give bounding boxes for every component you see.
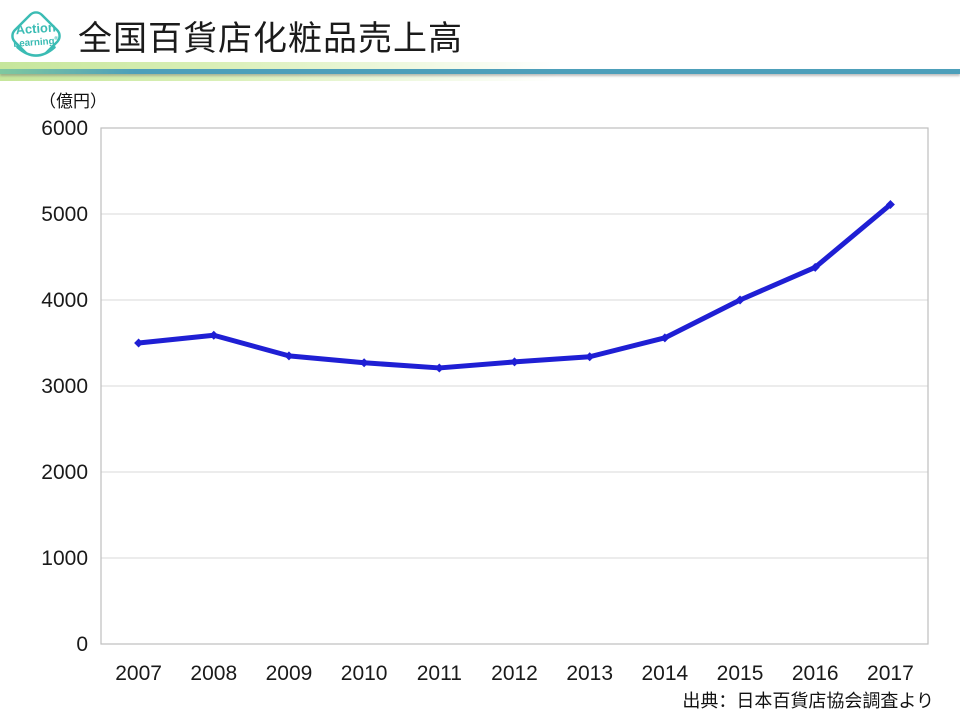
gridlines xyxy=(101,127,928,559)
data-point-marker xyxy=(284,351,294,361)
data-point-marker xyxy=(735,295,745,305)
x-tick-label: 2011 xyxy=(417,662,462,685)
x-tick-label: 2017 xyxy=(867,662,914,685)
x-tick-label: 2014 xyxy=(642,662,689,685)
y-tick-label: 3000 xyxy=(41,375,88,398)
source-note: 出典：日本百貨店協会調査より xyxy=(682,691,934,711)
logo-text-action: Action xyxy=(15,20,56,38)
y-tick-label: 6000 xyxy=(41,117,88,140)
y-axis-unit-label: （億円） xyxy=(39,92,107,111)
divider-teal-stripe xyxy=(0,69,960,74)
data-point-marker xyxy=(660,333,670,343)
plot-area-border xyxy=(100,127,929,645)
x-tick-label: 2013 xyxy=(566,662,613,685)
data-point-marker xyxy=(885,200,895,210)
data-point-markers xyxy=(134,200,895,373)
title-divider xyxy=(0,62,960,81)
page-title: 全国百貨店化粧品売上高 xyxy=(78,20,463,58)
y-tick-label: 1000 xyxy=(41,547,88,570)
y-tick-label: 4000 xyxy=(41,289,88,312)
y-tick-label: 5000 xyxy=(41,203,88,226)
data-point-marker xyxy=(359,358,369,368)
series-line xyxy=(136,202,893,371)
data-point-marker xyxy=(134,338,144,348)
logo-registered-mark: ® xyxy=(54,35,58,42)
x-tick-label: 2016 xyxy=(792,662,839,685)
logo-text-learning: Learning® xyxy=(13,35,59,50)
data-point-marker xyxy=(585,352,595,362)
logo-text-learning-word: Learning xyxy=(13,36,55,50)
y-axis-labels: 0 1000 2000 3000 4000 5000 6000 xyxy=(41,117,88,656)
logo-diamond-outline xyxy=(11,11,61,61)
data-point-marker xyxy=(510,357,519,367)
x-axis-labels: 2007 2008 2009 2010 2011 2012 2013 2014 2015 2016… xyxy=(115,662,914,685)
x-tick-label: 2008 xyxy=(190,662,237,685)
y-tick-label: 2000 xyxy=(41,461,88,484)
action-learning-logo: Action Learning® xyxy=(3,3,69,69)
data-point-marker xyxy=(209,330,219,340)
y-tick-label: 0 xyxy=(76,633,88,656)
logo-diamond-icon: Action Learning® xyxy=(11,11,61,69)
x-tick-label: 2009 xyxy=(266,662,313,685)
plot-border xyxy=(100,127,929,645)
x-tick-label: 2015 xyxy=(717,662,764,685)
x-tick-label: 2012 xyxy=(491,662,538,685)
data-point-marker xyxy=(434,363,444,373)
x-tick-label: 2010 xyxy=(341,662,388,685)
sales-line xyxy=(136,202,893,371)
data-point-marker xyxy=(810,262,820,272)
logo-smile-icon xyxy=(16,46,56,57)
x-tick-label: 2007 xyxy=(115,662,162,685)
